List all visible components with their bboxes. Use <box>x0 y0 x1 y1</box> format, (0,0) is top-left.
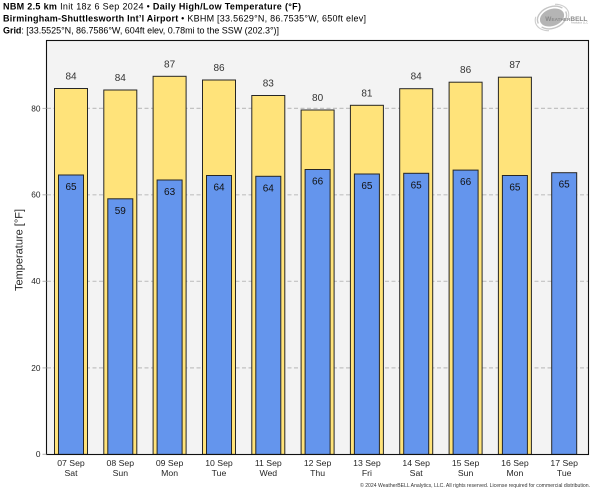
svg-text:Wed: Wed <box>259 468 277 478</box>
svg-text:09 Sep: 09 Sep <box>156 458 184 468</box>
svg-text:16 Sep: 16 Sep <box>501 458 529 468</box>
svg-text:84: 84 <box>115 73 127 84</box>
svg-text:64: 64 <box>263 183 275 194</box>
svg-text:87: 87 <box>509 60 521 71</box>
svg-text:Fri: Fri <box>362 468 372 478</box>
svg-text:83: 83 <box>263 79 275 90</box>
svg-text:66: 66 <box>312 177 324 188</box>
svg-text:Temperature [°F]: Temperature [°F] <box>14 209 26 291</box>
svg-text:86: 86 <box>213 63 225 74</box>
svg-text:11 Sep: 11 Sep <box>255 458 282 468</box>
svg-text:Sat: Sat <box>64 468 78 478</box>
svg-text:13 Sep: 13 Sep <box>353 458 381 468</box>
svg-text:Tue: Tue <box>212 468 227 478</box>
svg-text:Thu: Thu <box>310 468 325 478</box>
svg-text:40: 40 <box>31 276 41 286</box>
svg-text:60: 60 <box>31 190 41 200</box>
svg-text:64: 64 <box>213 183 225 194</box>
svg-text:Tue: Tue <box>557 468 572 478</box>
svg-text:07 Sep: 07 Sep <box>57 458 85 468</box>
svg-text:14 Sep: 14 Sep <box>402 458 430 468</box>
svg-text:84: 84 <box>411 72 423 83</box>
svg-text:66: 66 <box>460 177 472 188</box>
svg-text:17 Sep: 17 Sep <box>550 458 578 468</box>
svg-text:65: 65 <box>361 181 373 192</box>
svg-text:65: 65 <box>411 180 423 191</box>
svg-text:Birmingham-Shuttlesworth Int’l: Birmingham-Shuttlesworth Int’l Airport •… <box>3 13 366 23</box>
svg-text:Mon: Mon <box>506 468 523 478</box>
svg-text:© 2024 WeatherBELL Analytics,: © 2024 WeatherBELL Analytics, LLC. All r… <box>360 482 590 489</box>
svg-text:20: 20 <box>31 363 41 373</box>
svg-text:80: 80 <box>312 93 324 104</box>
svg-text:65: 65 <box>559 180 571 191</box>
svg-text:10 Sep: 10 Sep <box>205 458 233 468</box>
svg-text:87: 87 <box>164 59 176 70</box>
svg-text:65: 65 <box>65 182 77 193</box>
svg-text:65: 65 <box>509 183 521 194</box>
svg-text:WEATHERBELL: WEATHERBELL <box>545 16 587 23</box>
svg-text:80: 80 <box>31 103 41 113</box>
svg-text:Analytics LLC: Analytics LLC <box>571 21 588 25</box>
svg-text:NBM 2.5 km Init 18z 6 Sep 2024: NBM 2.5 km Init 18z 6 Sep 2024 • Daily H… <box>3 1 301 11</box>
svg-text:0: 0 <box>36 449 41 459</box>
svg-text:Sat: Sat <box>410 468 424 478</box>
svg-text:Sun: Sun <box>113 468 129 478</box>
svg-text:63: 63 <box>164 187 176 198</box>
svg-text:84: 84 <box>65 72 77 83</box>
svg-text:59: 59 <box>115 206 127 217</box>
svg-text:08 Sep: 08 Sep <box>107 458 135 468</box>
svg-text:81: 81 <box>361 88 373 99</box>
svg-text:86: 86 <box>460 65 472 76</box>
svg-text:Mon: Mon <box>161 468 178 478</box>
svg-text:12 Sep: 12 Sep <box>304 458 332 468</box>
svg-text:15 Sep: 15 Sep <box>452 458 480 468</box>
svg-text:Sun: Sun <box>458 468 474 478</box>
svg-text:Grid: [33.5525°N, 86.7586°W, 6: Grid: [33.5525°N, 86.7586°W, 604ft elev,… <box>3 25 279 35</box>
